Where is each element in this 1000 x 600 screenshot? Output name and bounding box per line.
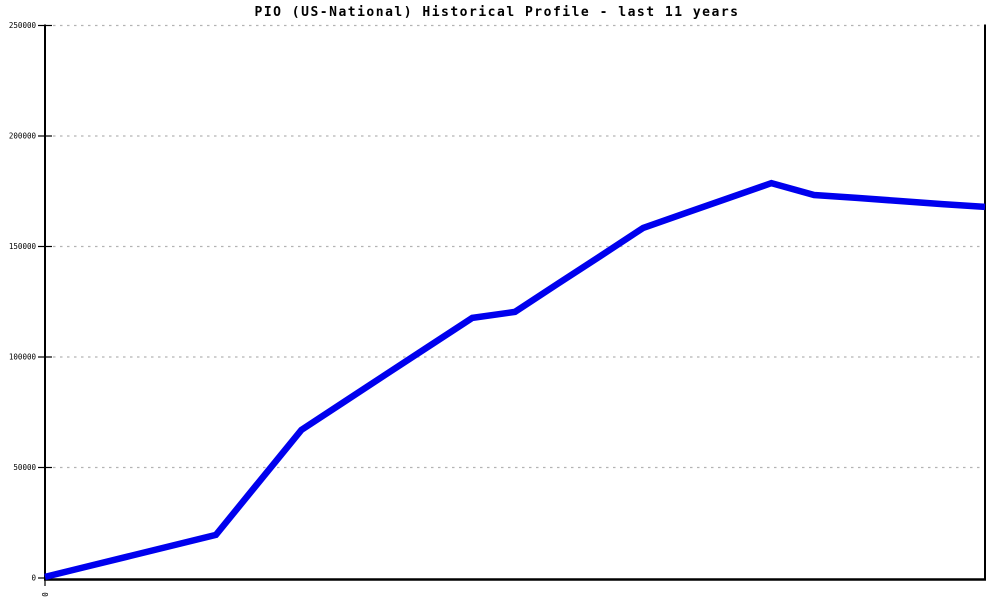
y-axis-tick-label: 0 [31,574,36,583]
y-axis-tick-label: 200000 [9,132,37,141]
y-axis-tick-label: 100000 [9,353,37,362]
y-axis-tick-label: 50000 [13,463,36,472]
data-series-line [44,179,986,581]
chart-title: PIO (US-National) Historical Profile - l… [254,5,740,20]
y-axis-tick-label: 150000 [9,242,37,251]
x-axis-tick-label: 0 [40,592,49,597]
y-axis-tick-label: 250000 [9,21,37,30]
